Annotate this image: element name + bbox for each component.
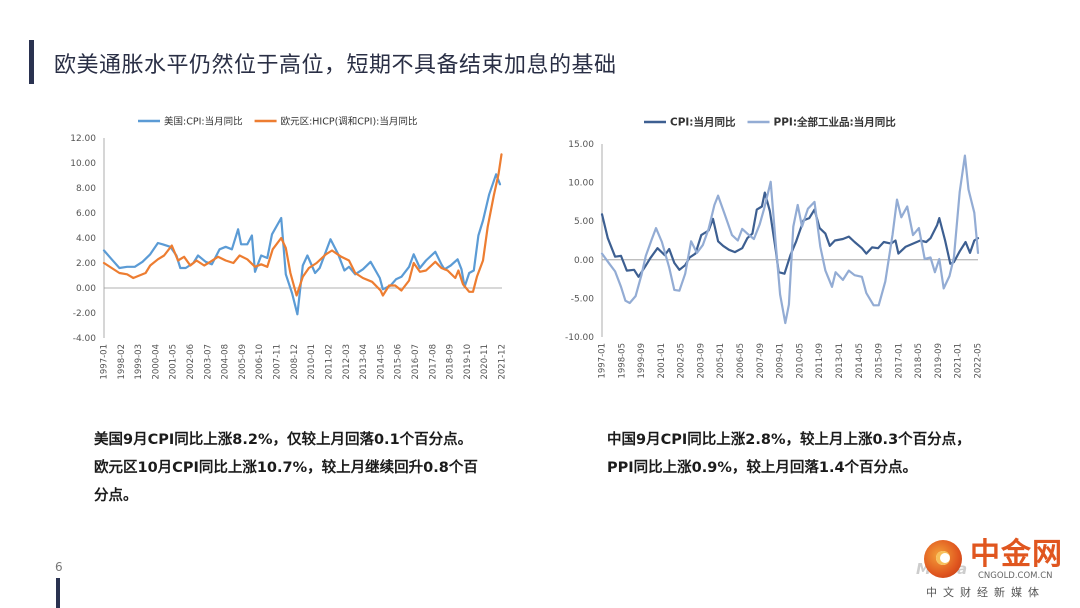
x-tick-label: 2006-05 (736, 343, 746, 379)
chart-china-cpi-ppi: CPI:当月同比 PPI:全部工业品:当月同比 15.00 10.00 5.00 0.00… (565, 116, 984, 379)
x-tick-label: 1997-01 (100, 344, 110, 380)
brand-domain: CNGOLD.COM.CN (978, 571, 1053, 581)
x-tick-label: 2011-02 (324, 344, 334, 380)
footer-accent-bar (56, 578, 60, 608)
y-tick-label: 8.00 (76, 184, 96, 194)
x-tick-label: 2006-10 (255, 344, 265, 380)
x-tick-label: 1999-03 (134, 344, 144, 380)
x-tick-label: 2007-11 (273, 344, 283, 380)
x-tick-label: 2014-05 (855, 343, 865, 379)
x-tick-label: 1998-02 (117, 344, 127, 380)
slide-title: 欧美通胀水平仍然位于高位，短期不具备结束加息的基础 (54, 53, 617, 78)
x-tick-label: 2021-12 (498, 344, 508, 380)
x-tick-label: 1997-01 (598, 343, 608, 379)
x-tick-label: 2003-07 (203, 344, 213, 380)
x-tick-label: 2018-05 (914, 343, 924, 379)
x-tick-label: 2001-05 (169, 344, 179, 380)
title-accent-bar (29, 40, 34, 84)
chart-us-euro-inflation: 美国:CPI:当月同比 欧元区:HICP(调和CPI):当月同比 12.00 10.0… (70, 116, 508, 380)
x-tick-label: 2018-09 (446, 344, 456, 380)
x-tick-label: 2019-10 (463, 344, 473, 380)
x-tick-label: 2012-03 (342, 344, 352, 380)
x-tick-label: 2003-09 (696, 343, 706, 379)
x-tick-label: 2017-01 (894, 343, 904, 379)
x-tick-label: 2019-09 (934, 343, 944, 379)
y-tick-label: -5.00 (571, 294, 595, 304)
x-tick-label: 2000-04 (151, 344, 161, 380)
caption-line: PPI同比上涨0.9%，较上月回落1.4个百分点。 (607, 460, 918, 476)
x-tick-label: 2010-05 (795, 343, 805, 379)
brand-logo-icon (924, 540, 962, 578)
x-tick-label: 2011-09 (815, 343, 825, 379)
series-line (102, 153, 503, 297)
y-tick-label: 0.00 (76, 284, 96, 294)
x-tick-label: 2017-08 (428, 344, 438, 380)
y-tick-label: 12.00 (70, 134, 96, 144)
x-tick-label: 2014-05 (376, 344, 386, 380)
x-tick-label: 2015-06 (394, 344, 404, 380)
y-tick-label: 6.00 (76, 209, 96, 219)
y-tick-label: 0.00 (574, 256, 594, 266)
x-tick-label: 2007-09 (756, 343, 766, 379)
x-tick-label: 1999-09 (637, 343, 647, 379)
legend-label: CPI:当月同比 (670, 116, 736, 129)
x-tick-label: 1998-05 (617, 343, 627, 379)
x-tick-label: 2002-05 (677, 343, 687, 379)
brand-name: 中金网 (970, 537, 1063, 572)
y-tick-label: -10.00 (565, 333, 594, 343)
x-tick-label: 2015-09 (875, 343, 885, 379)
x-tick-label: 2021-01 (954, 343, 964, 379)
caption-us-euro: 美国9月CPI同比上涨8.2%，仅较上月回落0.1个百分点。 欧元区10月CPI… (94, 426, 494, 510)
x-tick-label: 2002-06 (186, 344, 196, 380)
brand-slogan: 中文财经新媒体 (926, 586, 1045, 599)
x-tick-label: 2005-01 (716, 343, 726, 379)
x-tick-label: 2013-04 (359, 344, 369, 380)
y-tick-label: -2.00 (73, 309, 97, 319)
brand-watermark: Media 中金网 CNGOLD.COM.CN 中文财经新媒体 (916, 536, 1076, 600)
x-tick-label: 2022-05 (974, 343, 984, 379)
y-tick-label: 10.00 (568, 179, 594, 189)
x-tick-label: 2016-07 (411, 344, 421, 380)
caption-line: 欧元区10月CPI同比上涨10.7%，较上月继续回升0.8个百 (94, 460, 478, 476)
y-tick-label: 5.00 (574, 217, 594, 227)
y-tick-label: 15.00 (568, 140, 594, 150)
series-line (102, 173, 502, 316)
series-line (600, 191, 980, 278)
page-number: 6 (55, 560, 63, 574)
legend-label: 美国:CPI:当月同比 (164, 116, 243, 128)
x-tick-label: 2013-01 (835, 343, 845, 379)
x-tick-label: 2004-08 (221, 344, 231, 380)
x-tick-label: 2001-01 (657, 343, 667, 379)
y-tick-label: 2.00 (76, 259, 96, 269)
caption-line: 美国9月CPI同比上涨8.2%，仅较上月回落0.1个百分点。 (94, 432, 473, 448)
x-tick-label: 2010-01 (307, 344, 317, 380)
legend-label: PPI:全部工业品:当月同比 (774, 116, 897, 129)
caption-china: 中国9月CPI同比上涨2.8%，较上月上涨0.3个百分点， PPI同比上涨0.9… (607, 426, 997, 482)
x-tick-label: 2008-12 (290, 344, 300, 380)
x-tick-label: 2005-09 (238, 344, 248, 380)
y-tick-label: 4.00 (76, 234, 96, 244)
x-tick-label: 2009-01 (776, 343, 786, 379)
caption-line: 中国9月CPI同比上涨2.8%，较上月上涨0.3个百分点， (607, 432, 971, 448)
caption-line: 分点。 (94, 488, 138, 504)
y-tick-label: 10.00 (70, 159, 96, 169)
y-tick-label: -4.00 (73, 334, 97, 344)
x-tick-label: 2020-11 (480, 344, 490, 380)
legend-label: 欧元区:HICP(调和CPI):当月同比 (281, 116, 418, 128)
series-line (600, 154, 980, 325)
